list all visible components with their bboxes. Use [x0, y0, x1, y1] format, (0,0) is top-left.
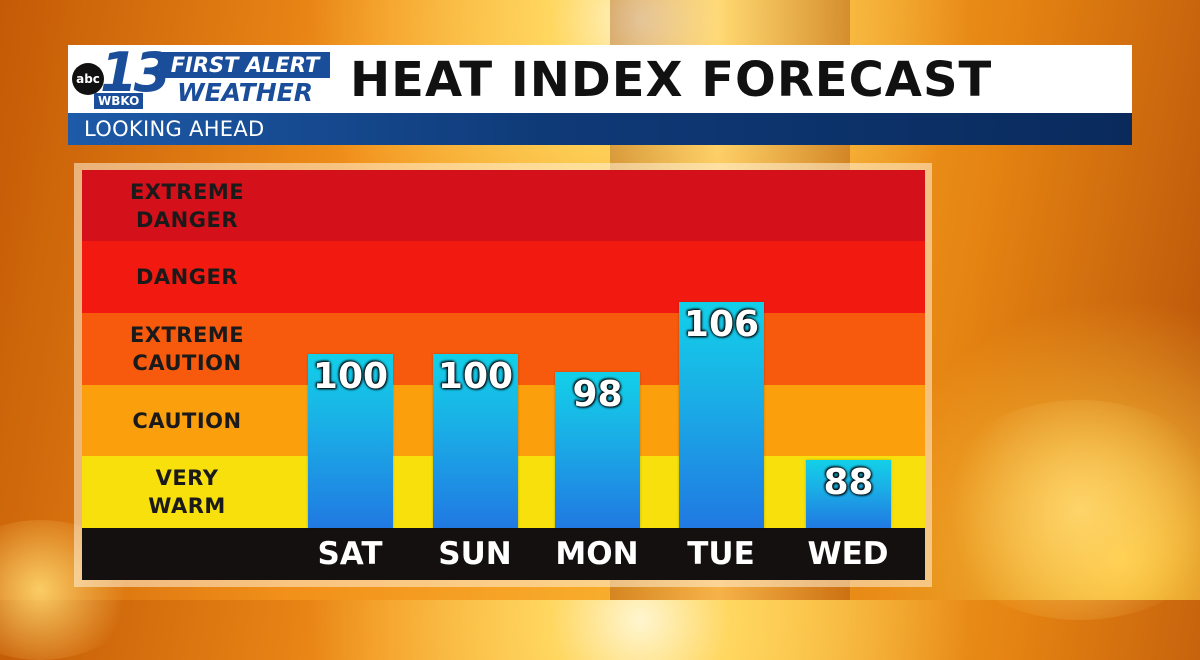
- page-title: HEAT INDEX FORECAST: [350, 52, 993, 108]
- subtitle: LOOKING AHEAD: [84, 117, 265, 141]
- band-label: EXTREME DANGER: [129, 179, 245, 232]
- brand-line-2: WEATHER: [177, 78, 313, 107]
- bar-sat: [307, 354, 393, 528]
- station-logo: abc 13 WBKO FIRST ALERT WEATHER: [72, 41, 334, 111]
- data-label: 100: [312, 356, 389, 398]
- day-label-wed: WED: [807, 536, 889, 572]
- header: abc 13 WBKO FIRST ALERT WEATHER HEAT IND…: [68, 41, 1132, 145]
- day-label-tue: TUE: [687, 536, 755, 572]
- title-bar: abc 13 WBKO FIRST ALERT WEATHER HEAT IND…: [68, 41, 1132, 113]
- data-label: 106: [683, 303, 760, 345]
- bar-wed: [805, 459, 891, 528]
- bar-mon: [554, 371, 640, 528]
- band-danger: DANGER: [82, 241, 925, 313]
- day-label-mon: MON: [555, 536, 639, 572]
- background-cloud: [930, 400, 1200, 620]
- day-label-sun: SUN: [438, 536, 512, 572]
- band-label: DANGER: [135, 265, 238, 289]
- abc-logo-icon: abc: [72, 63, 104, 95]
- data-label: 98: [572, 373, 623, 415]
- day-strip: [82, 528, 925, 580]
- band-label: CAUTION: [132, 408, 242, 433]
- brand-line-1: FIRST ALERT: [160, 52, 330, 78]
- heat-index-chart: EXTREME DANGER DANGER EXTREME CAUTION CAUTION…: [82, 170, 925, 580]
- data-label: 88: [823, 461, 874, 503]
- bar-sun: [432, 354, 518, 528]
- station-callsign: WBKO: [94, 93, 144, 109]
- band-label: VERY WARM: [148, 466, 226, 518]
- band-extreme-danger: EXTREME DANGER: [82, 170, 925, 241]
- data-label: 100: [437, 356, 514, 398]
- band-label: EXTREME CAUTION: [129, 323, 245, 375]
- bar-tue: [678, 301, 764, 528]
- day-label-sat: SAT: [317, 536, 383, 572]
- subtitle-bar: LOOKING AHEAD: [68, 113, 1132, 145]
